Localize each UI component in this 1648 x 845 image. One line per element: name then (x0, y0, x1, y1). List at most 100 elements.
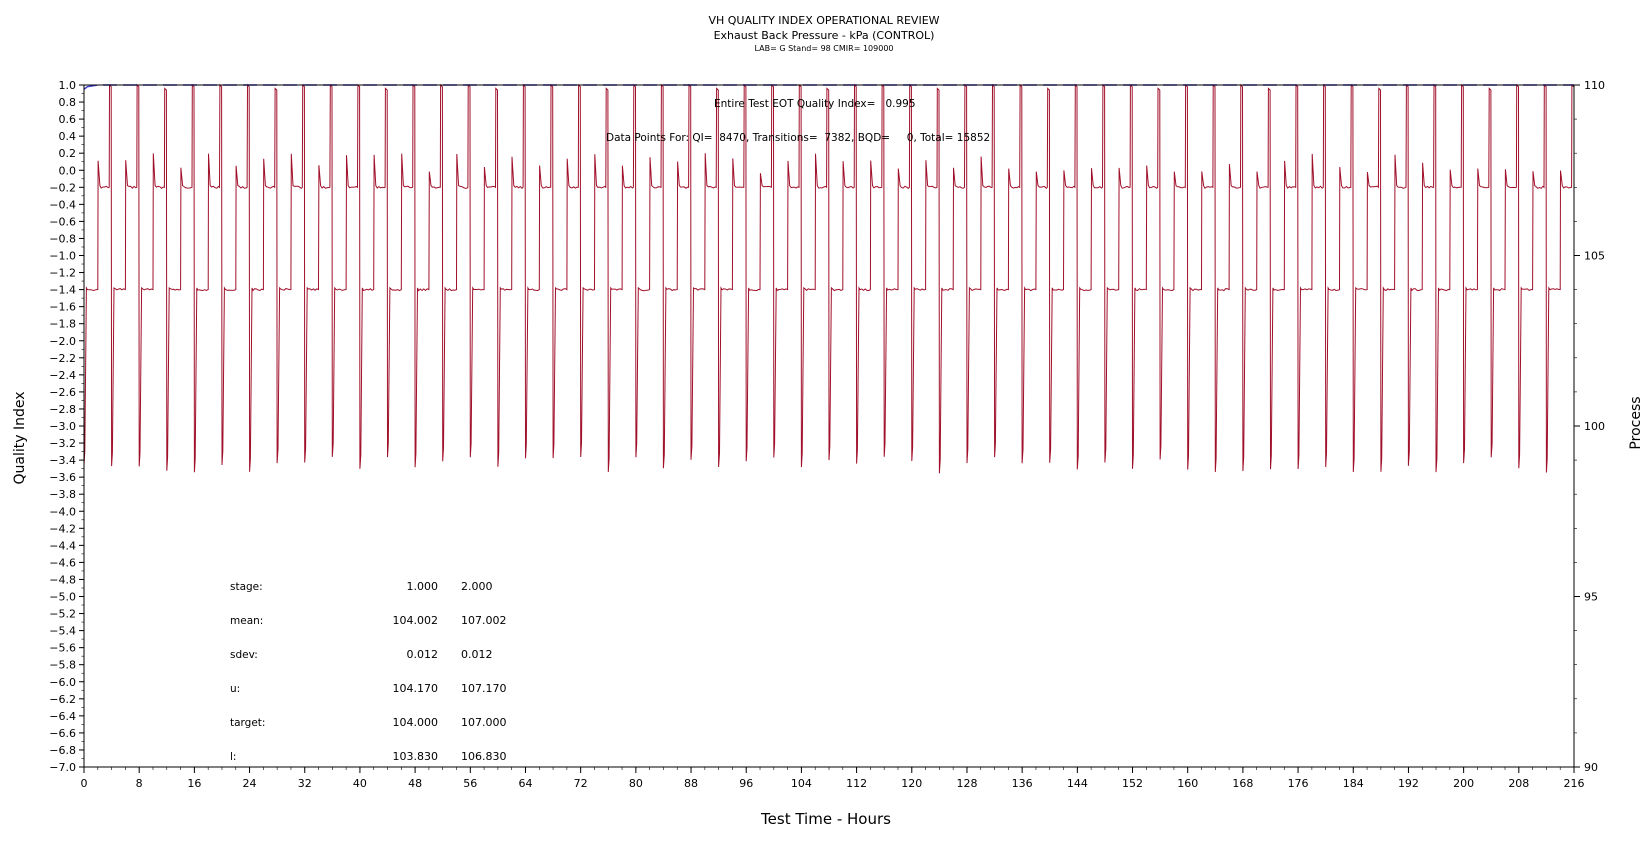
stats-label: mean: (230, 615, 263, 627)
y-tick-label: −3.2 (49, 437, 76, 450)
x-tick-label: 0 (81, 777, 88, 790)
x-tick-label: 168 (1232, 777, 1253, 790)
x-tick-label: 176 (1288, 777, 1309, 790)
quality-index-line (83, 84, 1574, 90)
y-tick-label: 0.0 (59, 164, 77, 177)
y-tick-label: −3.0 (49, 420, 76, 433)
y-tick-label: −2.4 (49, 369, 76, 382)
y-tick-label: −1.4 (49, 284, 76, 297)
stats-value-stage1: 0.012 (407, 648, 439, 661)
y-tick-label: −3.8 (49, 488, 76, 501)
x-tick-label: 152 (1122, 777, 1143, 790)
y-tick-label: −0.6 (49, 215, 76, 228)
y-tick-label: −1.2 (49, 267, 76, 280)
y-tick-label: −0.2 (49, 181, 76, 194)
x-tick-label: 16 (187, 777, 201, 790)
y-tick-label: −2.0 (49, 335, 76, 348)
y-tick-label: −6.4 (49, 710, 76, 723)
x-tick-label: 48 (408, 777, 422, 790)
y-tick-label: −1.0 (49, 250, 76, 263)
stats-value-stage1: 104.170 (393, 682, 439, 695)
process-line (83, 83, 1575, 474)
chart-subtitle: Exhaust Back Pressure - kPa (CONTROL) (713, 29, 935, 42)
x-tick-label: 120 (901, 777, 922, 790)
x-tick-label: 160 (1177, 777, 1198, 790)
y-tick-label: −7.0 (49, 761, 76, 774)
x-tick-label: 192 (1398, 777, 1419, 790)
stats-label: target: (230, 717, 265, 729)
chart-title: VH QUALITY INDEX OPERATIONAL REVIEW (708, 14, 940, 27)
y-tick-label: −4.8 (49, 573, 76, 586)
stats-table: stage: 1.000 2.000 mean: 104.002 107.002 sdev:… (230, 580, 507, 763)
y-tick-label: 0.8 (59, 96, 77, 109)
y-tick-label: −0.8 (49, 232, 76, 245)
y2-tick-label: 105 (1584, 250, 1605, 263)
y-tick-label: 1.0 (59, 79, 77, 92)
x-tick-label: 40 (353, 777, 367, 790)
y-tick-label: −6.0 (49, 676, 76, 689)
stats-value-stage2: 2.000 (461, 580, 493, 593)
y-tick-label: −5.8 (49, 659, 76, 672)
y-tick-label: −4.0 (49, 505, 76, 518)
y-tick-label: −3.6 (49, 471, 76, 484)
stats-value-stage2: 0.012 (461, 648, 493, 661)
chart-info-line: LAB= G Stand= 98 CMIR= 109000 (754, 44, 894, 53)
y-tick-label: −0.4 (49, 198, 76, 211)
y-tick-label: −2.8 (49, 403, 76, 416)
stats-value-stage2: 107.002 (461, 614, 507, 627)
y-tick-label: −5.4 (49, 625, 76, 638)
eot-quality-index-text: Entire Test EOT Quality Index= 0.995 (714, 98, 916, 110)
y-tick-label: 0.6 (59, 113, 77, 126)
y-tick-label: 0.4 (59, 130, 77, 143)
x-axis-label: Test Time - Hours (760, 810, 891, 828)
text-layer: Entire Test EOT Quality Index= 0.995 Dat… (12, 98, 1644, 828)
x-tick-label: 144 (1067, 777, 1088, 790)
stats-value-stage2: 106.830 (461, 750, 507, 763)
y-tick-label: −3.4 (49, 454, 76, 467)
data-points-text: Data Points For: QI= 8470, Transitions= … (606, 132, 990, 144)
y2-tick-label: 90 (1584, 761, 1598, 774)
y2-tick-label: 110 (1584, 79, 1605, 92)
y-tick-label: −5.6 (49, 642, 76, 655)
x-tick-label: 56 (463, 777, 477, 790)
stats-value-stage2: 107.170 (461, 682, 507, 695)
x-tick-label: 88 (684, 777, 698, 790)
y-tick-label: −1.8 (49, 318, 76, 331)
stats-value-stage1: 103.830 (393, 750, 439, 763)
stats-label: stage: (230, 581, 263, 593)
stats-label: u: (230, 683, 240, 695)
stats-value-stage1: 104.002 (393, 614, 439, 627)
x-tick-label: 128 (956, 777, 977, 790)
y-tick-label: −4.4 (49, 539, 76, 552)
y-tick-label: −5.0 (49, 591, 76, 604)
y-tick-label: −4.6 (49, 556, 76, 569)
stats-label: sdev: (230, 649, 258, 661)
stats-value-stage2: 107.000 (461, 716, 507, 729)
stats-label: l: (230, 751, 236, 763)
x-tick-label: 184 (1343, 777, 1364, 790)
y-axis-label: Quality Index (12, 391, 28, 484)
x-tick-label: 112 (846, 777, 867, 790)
y2-tick-label: 100 (1584, 420, 1605, 433)
stats-value-stage1: 1.000 (407, 580, 439, 593)
x-tick-label: 8 (136, 777, 143, 790)
x-tick-label: 32 (298, 777, 312, 790)
x-tick-label: 72 (574, 777, 588, 790)
x-tick-label: 64 (518, 777, 532, 790)
x-tick-label: 80 (629, 777, 643, 790)
x-tick-label: 200 (1453, 777, 1474, 790)
y2-tick-label: 95 (1584, 591, 1598, 604)
y-tick-label: −1.6 (49, 301, 76, 314)
x-tick-label: 104 (791, 777, 812, 790)
x-tick-label: 208 (1508, 777, 1529, 790)
x-tick-label: 136 (1012, 777, 1033, 790)
x-tick-label: 24 (243, 777, 257, 790)
axes-layer: 1.0 0.8 0.6 0.4 0.2 0.0 −0.2 −0.4 −0.6 −0.8 −1.0 −1… (49, 79, 1605, 790)
y-tick-label: −6.6 (49, 727, 76, 740)
y-tick-label: −2.6 (49, 386, 76, 399)
y-tick-label: 0.2 (59, 147, 77, 160)
y-tick-label: −6.8 (49, 744, 76, 757)
y-tick-label: −5.2 (49, 608, 76, 621)
x-tick-label: 96 (739, 777, 753, 790)
